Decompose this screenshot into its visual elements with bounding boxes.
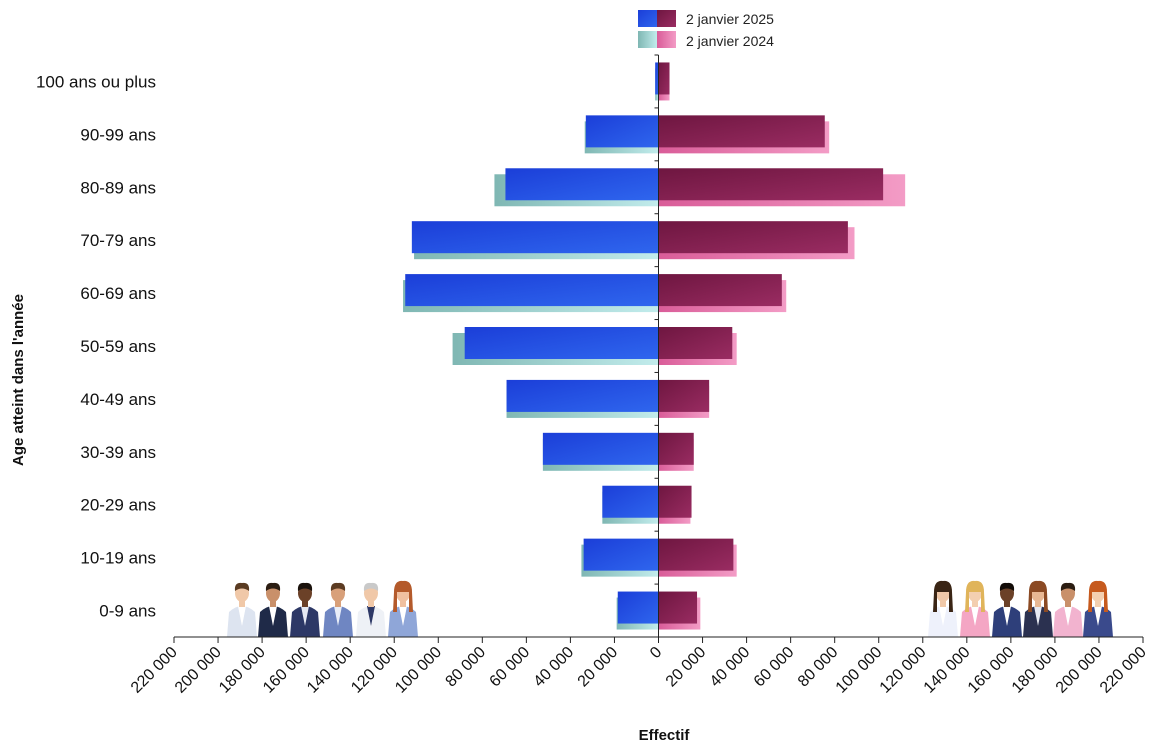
legend-swatch-2025-left [638,10,657,27]
x-tick-label: 60 000 [487,644,534,691]
woman-figure-3 [992,582,1022,637]
bar-2025-right [658,168,884,201]
category-label: 30-39 ans [80,443,156,462]
bar-2025-right [658,62,670,95]
woman-figure-6 [1083,580,1113,637]
category-label: 70-79 ans [80,231,156,250]
bar-2025-left [585,115,659,148]
bars-layer [403,62,906,630]
category-label: 10-19 ans [80,549,156,568]
man-figure-6 [388,580,418,637]
bar-2025-right [658,591,698,624]
man-figure-3 [290,582,320,637]
bar-2025-right [658,327,733,359]
x-tick-label: 120 000 [348,644,401,697]
x-tick-label: 80 000 [443,644,490,691]
category-label: 20-29 ans [80,496,156,515]
category-label: 40-49 ans [80,390,156,409]
category-label: 90-99 ans [80,125,156,144]
bar-2025-right [658,274,782,307]
bar-2025-left [542,432,659,465]
x-tick-label: 20 000 [663,644,710,691]
x-tick-label: 160 000 [260,644,313,697]
category-labels: 0-9 ans 10-19 ans 20-29 ans 30-39 ans 40-49 … [36,72,156,620]
bar-2025-left [617,591,659,624]
bar-2025-right [658,432,694,465]
bar-2025-left [655,62,659,95]
bar-2025-right [658,538,734,571]
x-tick-label: 220 000 [1097,644,1150,697]
x-tick-label: 100 000 [392,644,445,697]
legend-label-2024: 2 janvier 2024 [686,33,774,49]
x-tick-label: 20 000 [575,644,622,691]
bar-2025-right [658,379,710,412]
x-tick-label: 200 000 [172,644,225,697]
category-label: 60-69 ans [80,284,156,303]
woman-figure-1 [928,580,958,637]
bar-2025-left [405,274,659,307]
bar-2025-right [658,485,692,518]
x-tick-label: 200 000 [1053,644,1106,697]
man-figure-5 [356,582,386,637]
bar-2025-right [658,221,848,254]
x-axis-title: Effectif [639,727,691,742]
bar-2025-left [583,538,659,571]
people-illustrations [227,580,1113,637]
bar-2025-right [658,115,825,148]
axes-layer [173,54,1144,643]
bar-2025-left [506,379,659,412]
legend: 2 janvier 2025 2 janvier 2024 [638,10,774,49]
x-tick-label: 180 000 [1009,644,1062,697]
x-tick-label: 120 000 [877,644,930,697]
category-label: 0-9 ans [99,602,156,621]
category-label: 50-59 ans [80,337,156,356]
category-label: 80-89 ans [80,178,156,197]
x-tick-label: 60 000 [751,644,798,691]
bar-2025-left [411,221,659,254]
bar-2025-left [464,327,659,359]
bar-2025-left [602,485,659,518]
woman-figure-4 [1023,580,1053,637]
man-figure-2 [258,582,288,637]
category-label: 100 ans ou plus [36,72,156,91]
legend-swatch-2024-left [638,31,657,48]
legend-swatch-2024-right [657,31,676,48]
x-tick-label: 40 000 [707,644,754,691]
man-figure-1 [227,582,257,637]
x-tick-label: 140 000 [304,644,357,697]
x-tick-label: 100 000 [833,644,886,697]
x-tick-label: 180 000 [216,644,269,697]
legend-label-2025: 2 janvier 2025 [686,11,774,27]
x-tick-label: 160 000 [965,644,1018,697]
legend-swatch-2025-right [657,10,676,27]
woman-figure-2 [960,580,990,637]
woman-figure-5 [1053,582,1083,637]
man-figure-4 [323,582,353,637]
bar-2025-left [505,168,659,201]
x-tick-label: 140 000 [921,644,974,697]
y-axis-title: Age atteint dans l'année [10,294,27,466]
x-tick-label: 40 000 [531,644,578,691]
x-tick-label: 0 [647,644,665,662]
x-tick-label: 220 000 [128,644,181,697]
